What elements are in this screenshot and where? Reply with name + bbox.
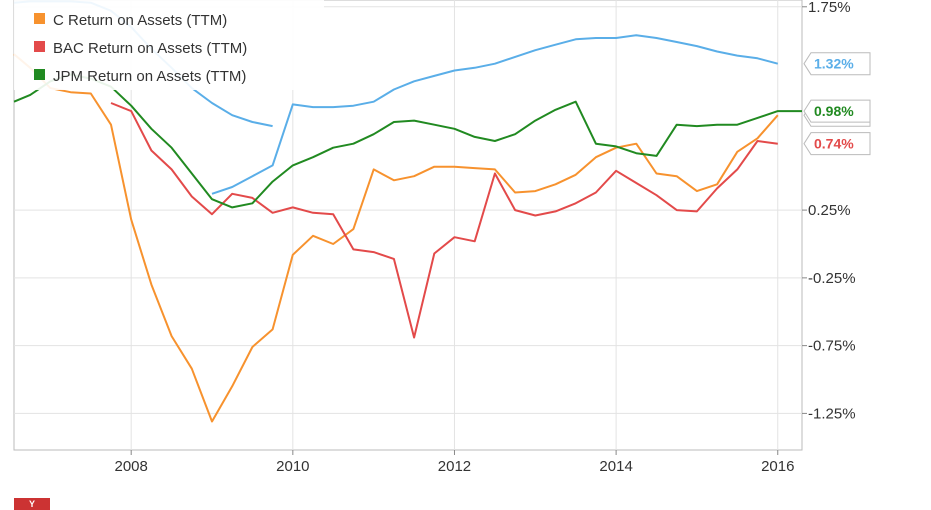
y-axis-ticks: 1.75% 0.25% -0.25% -0.75% -1.25% — [802, 0, 856, 422]
y-tick-label: -0.25% — [808, 270, 856, 287]
x-tick-label: 2010 — [276, 458, 309, 475]
legend-label-bac: BAC Return on Assets (TTM) — [53, 40, 247, 57]
legend-label-jpm: JPM Return on Assets (TTM) — [53, 68, 246, 85]
x-axis-ticks: 2008 2010 2012 2014 2016 — [115, 450, 794, 475]
legend-item-c: C Return on Assets (TTM) — [34, 12, 227, 29]
legend-swatch-c — [34, 13, 45, 24]
end-label-text: 0.98% — [814, 103, 854, 119]
end-value-labels: 0.95%0.74%0.98%1.32% — [803, 52, 871, 156]
y-tick-label: -0.75% — [808, 338, 856, 355]
x-tick-label: 2014 — [599, 458, 632, 475]
end-label-text: 1.32% — [814, 56, 854, 72]
end-label-text: 0.74% — [814, 136, 854, 152]
end-label-box — [803, 99, 871, 123]
end-label-box — [803, 52, 871, 76]
legend-swatch-bac — [34, 41, 45, 52]
x-tick-label: 2008 — [115, 458, 148, 475]
series-line — [211, 34, 779, 195]
x-tick-label: 2016 — [761, 458, 794, 475]
legend-item-jpm: JPM Return on Assets (TTM) — [34, 68, 246, 85]
y-tick-label: 1.75% — [808, 0, 851, 16]
x-tick-label: 2012 — [438, 458, 471, 475]
legend-label-c: C Return on Assets (TTM) — [53, 12, 227, 29]
legend-item-bac: BAC Return on Assets (TTM) — [34, 40, 247, 57]
legend: C Return on Assets (TTM) BAC Return on A… — [14, 0, 324, 90]
end-label: 0.74% — [803, 132, 871, 156]
y-tick-label: -1.25% — [808, 405, 856, 422]
ycharts-logo: Y — [14, 498, 50, 510]
legend-swatch-jpm — [34, 69, 45, 80]
series-line — [13, 53, 779, 423]
y-tick-label: 0.25% — [808, 202, 851, 219]
end-label: 0.98% — [803, 99, 871, 123]
legend-background — [14, 0, 324, 90]
series-lines — [13, 0, 802, 423]
end-label: 1.32% — [803, 52, 871, 76]
end-label-box — [803, 132, 871, 156]
series-line — [13, 73, 802, 209]
